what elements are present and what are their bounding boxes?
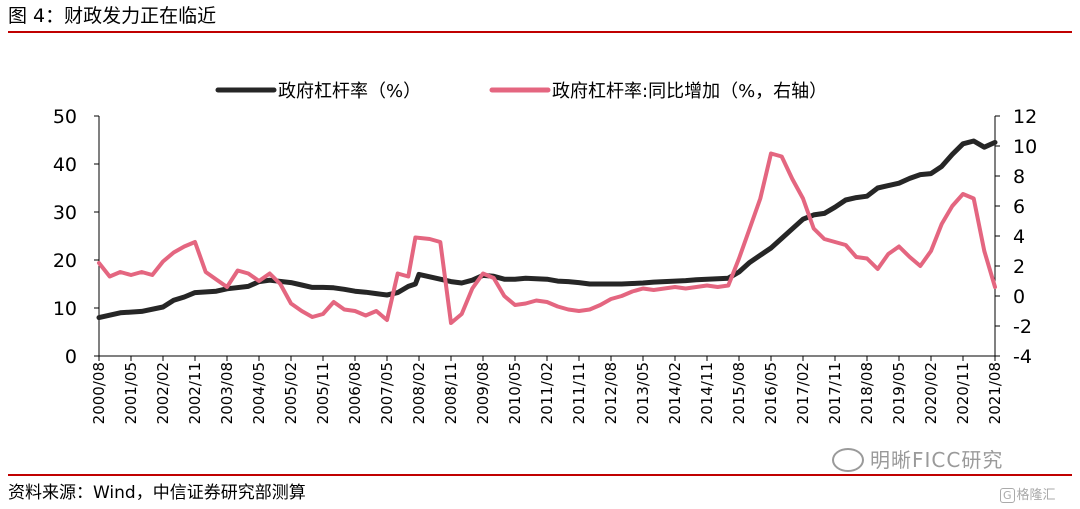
watermark-text: 明晰FICC研究 bbox=[870, 448, 1004, 472]
right-tick-label: 10 bbox=[1013, 136, 1037, 158]
x-tick-label: 2002/11 bbox=[186, 362, 204, 424]
right-tick-label: 2 bbox=[1013, 256, 1025, 278]
left-tick-label: 0 bbox=[65, 346, 77, 368]
right-tick-label: 8 bbox=[1013, 166, 1025, 188]
x-tick-label: 2011/11 bbox=[570, 362, 588, 424]
x-tick-label: 2005/02 bbox=[282, 362, 300, 424]
source-note: 资料来源：Wind，中信证券研究部测算 bbox=[8, 483, 306, 503]
x-tick-label: 2010/05 bbox=[506, 362, 524, 424]
x-tick-label: 2006/08 bbox=[346, 362, 364, 424]
x-tick-label: 2017/11 bbox=[826, 362, 844, 424]
right-tick-label: -4 bbox=[1013, 346, 1032, 368]
top-rule bbox=[8, 31, 1072, 33]
x-tick-label: 2008/02 bbox=[410, 362, 428, 424]
watermark: 明晰FICC研究 bbox=[832, 444, 1003, 474]
legend-label: 政府杠杆率:同比增加（%，右轴） bbox=[552, 81, 827, 102]
legend: 政府杠杆率（%） 政府杠杆率:同比增加（%，右轴） bbox=[215, 81, 827, 102]
right-tick-label: 6 bbox=[1013, 196, 1025, 218]
series-line-left bbox=[96, 138, 998, 321]
right-tick-label: 0 bbox=[1013, 286, 1025, 308]
chat-bubble-icon bbox=[832, 447, 864, 472]
x-tick-label: 2013/05 bbox=[634, 362, 652, 424]
badge-text: 格隆汇 bbox=[1016, 488, 1056, 503]
g-logo-icon: G bbox=[1000, 488, 1015, 503]
left-tick-label: 50 bbox=[53, 106, 77, 128]
x-tick-label: 2011/02 bbox=[538, 362, 556, 424]
x-tick-label: 2021/08 bbox=[986, 362, 1004, 424]
x-tick-label: 2018/08 bbox=[858, 362, 876, 424]
x-tick-label: 2005/11 bbox=[314, 362, 332, 424]
left-tick-label: 40 bbox=[53, 154, 77, 176]
x-tick-label: 2004/05 bbox=[250, 362, 268, 424]
x-tick-label: 2012/08 bbox=[602, 362, 620, 424]
x-tick-label: 2001/05 bbox=[122, 362, 140, 424]
axes: 0 10 20 30 40 50 -4 -2 0 2 4 6 8 10 12 2000/08 2001/05 20… bbox=[53, 106, 1037, 424]
x-tick-label: 2017/02 bbox=[794, 362, 812, 424]
x-tick-label: 2009/08 bbox=[474, 362, 492, 424]
x-tick-label: 2014/11 bbox=[698, 362, 716, 424]
x-tick-label: 2020/02 bbox=[922, 362, 940, 424]
x-tick-label: 2008/11 bbox=[442, 362, 460, 424]
figure-title: 图 4：财政发力正在临近 bbox=[8, 5, 217, 27]
left-tick-label: 30 bbox=[53, 202, 77, 224]
left-tick-label: 20 bbox=[53, 250, 77, 272]
right-tick-label: 12 bbox=[1013, 106, 1037, 128]
bottom-rule bbox=[8, 474, 1072, 476]
x-tick-label: 2014/02 bbox=[666, 362, 684, 424]
x-tick-label: 2015/08 bbox=[730, 362, 748, 424]
x-tick-label: 2003/08 bbox=[218, 362, 236, 424]
x-tick-label: 2002/02 bbox=[154, 362, 172, 424]
right-tick-label: -2 bbox=[1013, 316, 1032, 338]
legend-label: 政府杠杆率（%） bbox=[278, 81, 421, 102]
x-tick-label: 2019/05 bbox=[890, 362, 908, 424]
x-tick-label: 2000/08 bbox=[90, 362, 108, 424]
left-tick-label: 10 bbox=[53, 298, 77, 320]
right-tick-label: 4 bbox=[1013, 226, 1025, 248]
series-line-right bbox=[97, 151, 997, 325]
x-tick-label: 2020/11 bbox=[954, 362, 972, 424]
badge: G 格隆汇 bbox=[1000, 484, 1056, 503]
x-tick-label: 2007/05 bbox=[378, 362, 396, 424]
series-lines bbox=[96, 138, 998, 325]
x-tick-label: 2016/05 bbox=[762, 362, 780, 424]
